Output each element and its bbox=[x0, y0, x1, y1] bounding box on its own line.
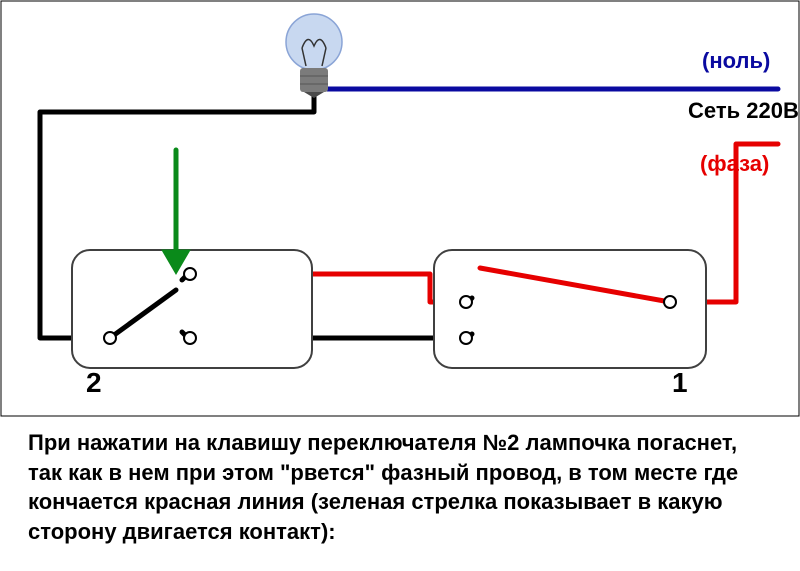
neutral-label: (ноль) bbox=[702, 48, 770, 74]
switch-1-t1 bbox=[460, 296, 472, 308]
bulb-tip bbox=[304, 92, 324, 98]
bulb-glass bbox=[286, 14, 342, 70]
caption-text: При нажатии на клавишу переключателя №2 … bbox=[28, 428, 760, 547]
mains-label: Сеть 220В bbox=[688, 98, 799, 124]
switch-2-t1 bbox=[184, 268, 196, 280]
bulb-base bbox=[300, 68, 328, 92]
switch-2-common bbox=[104, 332, 116, 344]
switch-2-t2 bbox=[184, 332, 196, 344]
switch-1-t2 bbox=[460, 332, 472, 344]
switch-2-label: 2 bbox=[86, 367, 102, 399]
switch-1-box bbox=[434, 250, 706, 368]
phase-label: (фаза) bbox=[700, 151, 769, 177]
switch-1-label: 1 bbox=[672, 367, 688, 399]
switch-1-common bbox=[664, 296, 676, 308]
